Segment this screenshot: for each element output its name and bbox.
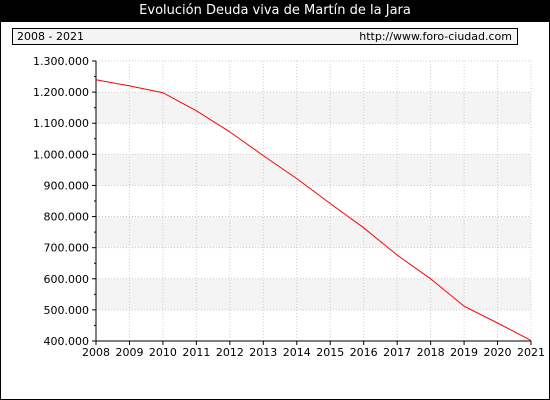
x-tick-label: 2017: [383, 346, 411, 359]
y-tick-label: 500.000: [44, 304, 90, 317]
x-tick-label: 2021: [517, 346, 545, 359]
y-tick-label: 800.000: [44, 211, 90, 224]
grid-band: [96, 154, 531, 186]
y-tick-label: 1.000.000: [33, 148, 89, 161]
y-tick-label: 1.200.000: [33, 86, 89, 99]
period-label: 2008 - 2021: [17, 30, 84, 43]
y-tick-label: 400.000: [44, 335, 90, 348]
x-tick-label: 2008: [82, 346, 110, 359]
y-tick-label: 600.000: [44, 273, 90, 286]
y-tick-label: 1.300.000: [33, 55, 89, 68]
source-label: http://www.foro-ciudad.com: [359, 30, 512, 43]
y-tick-label: 1.100.000: [33, 117, 89, 130]
x-tick-label: 2012: [216, 346, 244, 359]
x-tick-label: 2020: [484, 346, 512, 359]
y-tick-label: 900.000: [44, 179, 90, 192]
chart-title: Evolución Deuda viva de Martín de la Jar…: [0, 0, 550, 22]
x-tick-label: 2009: [115, 346, 143, 359]
grid-band: [96, 216, 531, 248]
grid-band: [96, 92, 531, 124]
x-tick-label: 2015: [316, 346, 344, 359]
x-tick-label: 2019: [450, 346, 478, 359]
x-tick-label: 2018: [417, 346, 445, 359]
x-tick-label: 2011: [182, 346, 210, 359]
x-tick-label: 2010: [149, 346, 177, 359]
info-bar: 2008 - 2021 http://www.foro-ciudad.com: [12, 28, 518, 45]
x-tick-label: 2016: [350, 346, 378, 359]
x-tick-label: 2014: [283, 346, 311, 359]
series-line: [95, 79, 532, 341]
x-tick-label: 2013: [249, 346, 277, 359]
y-tick-label: 700.000: [44, 242, 90, 255]
grid-band: [96, 278, 531, 310]
